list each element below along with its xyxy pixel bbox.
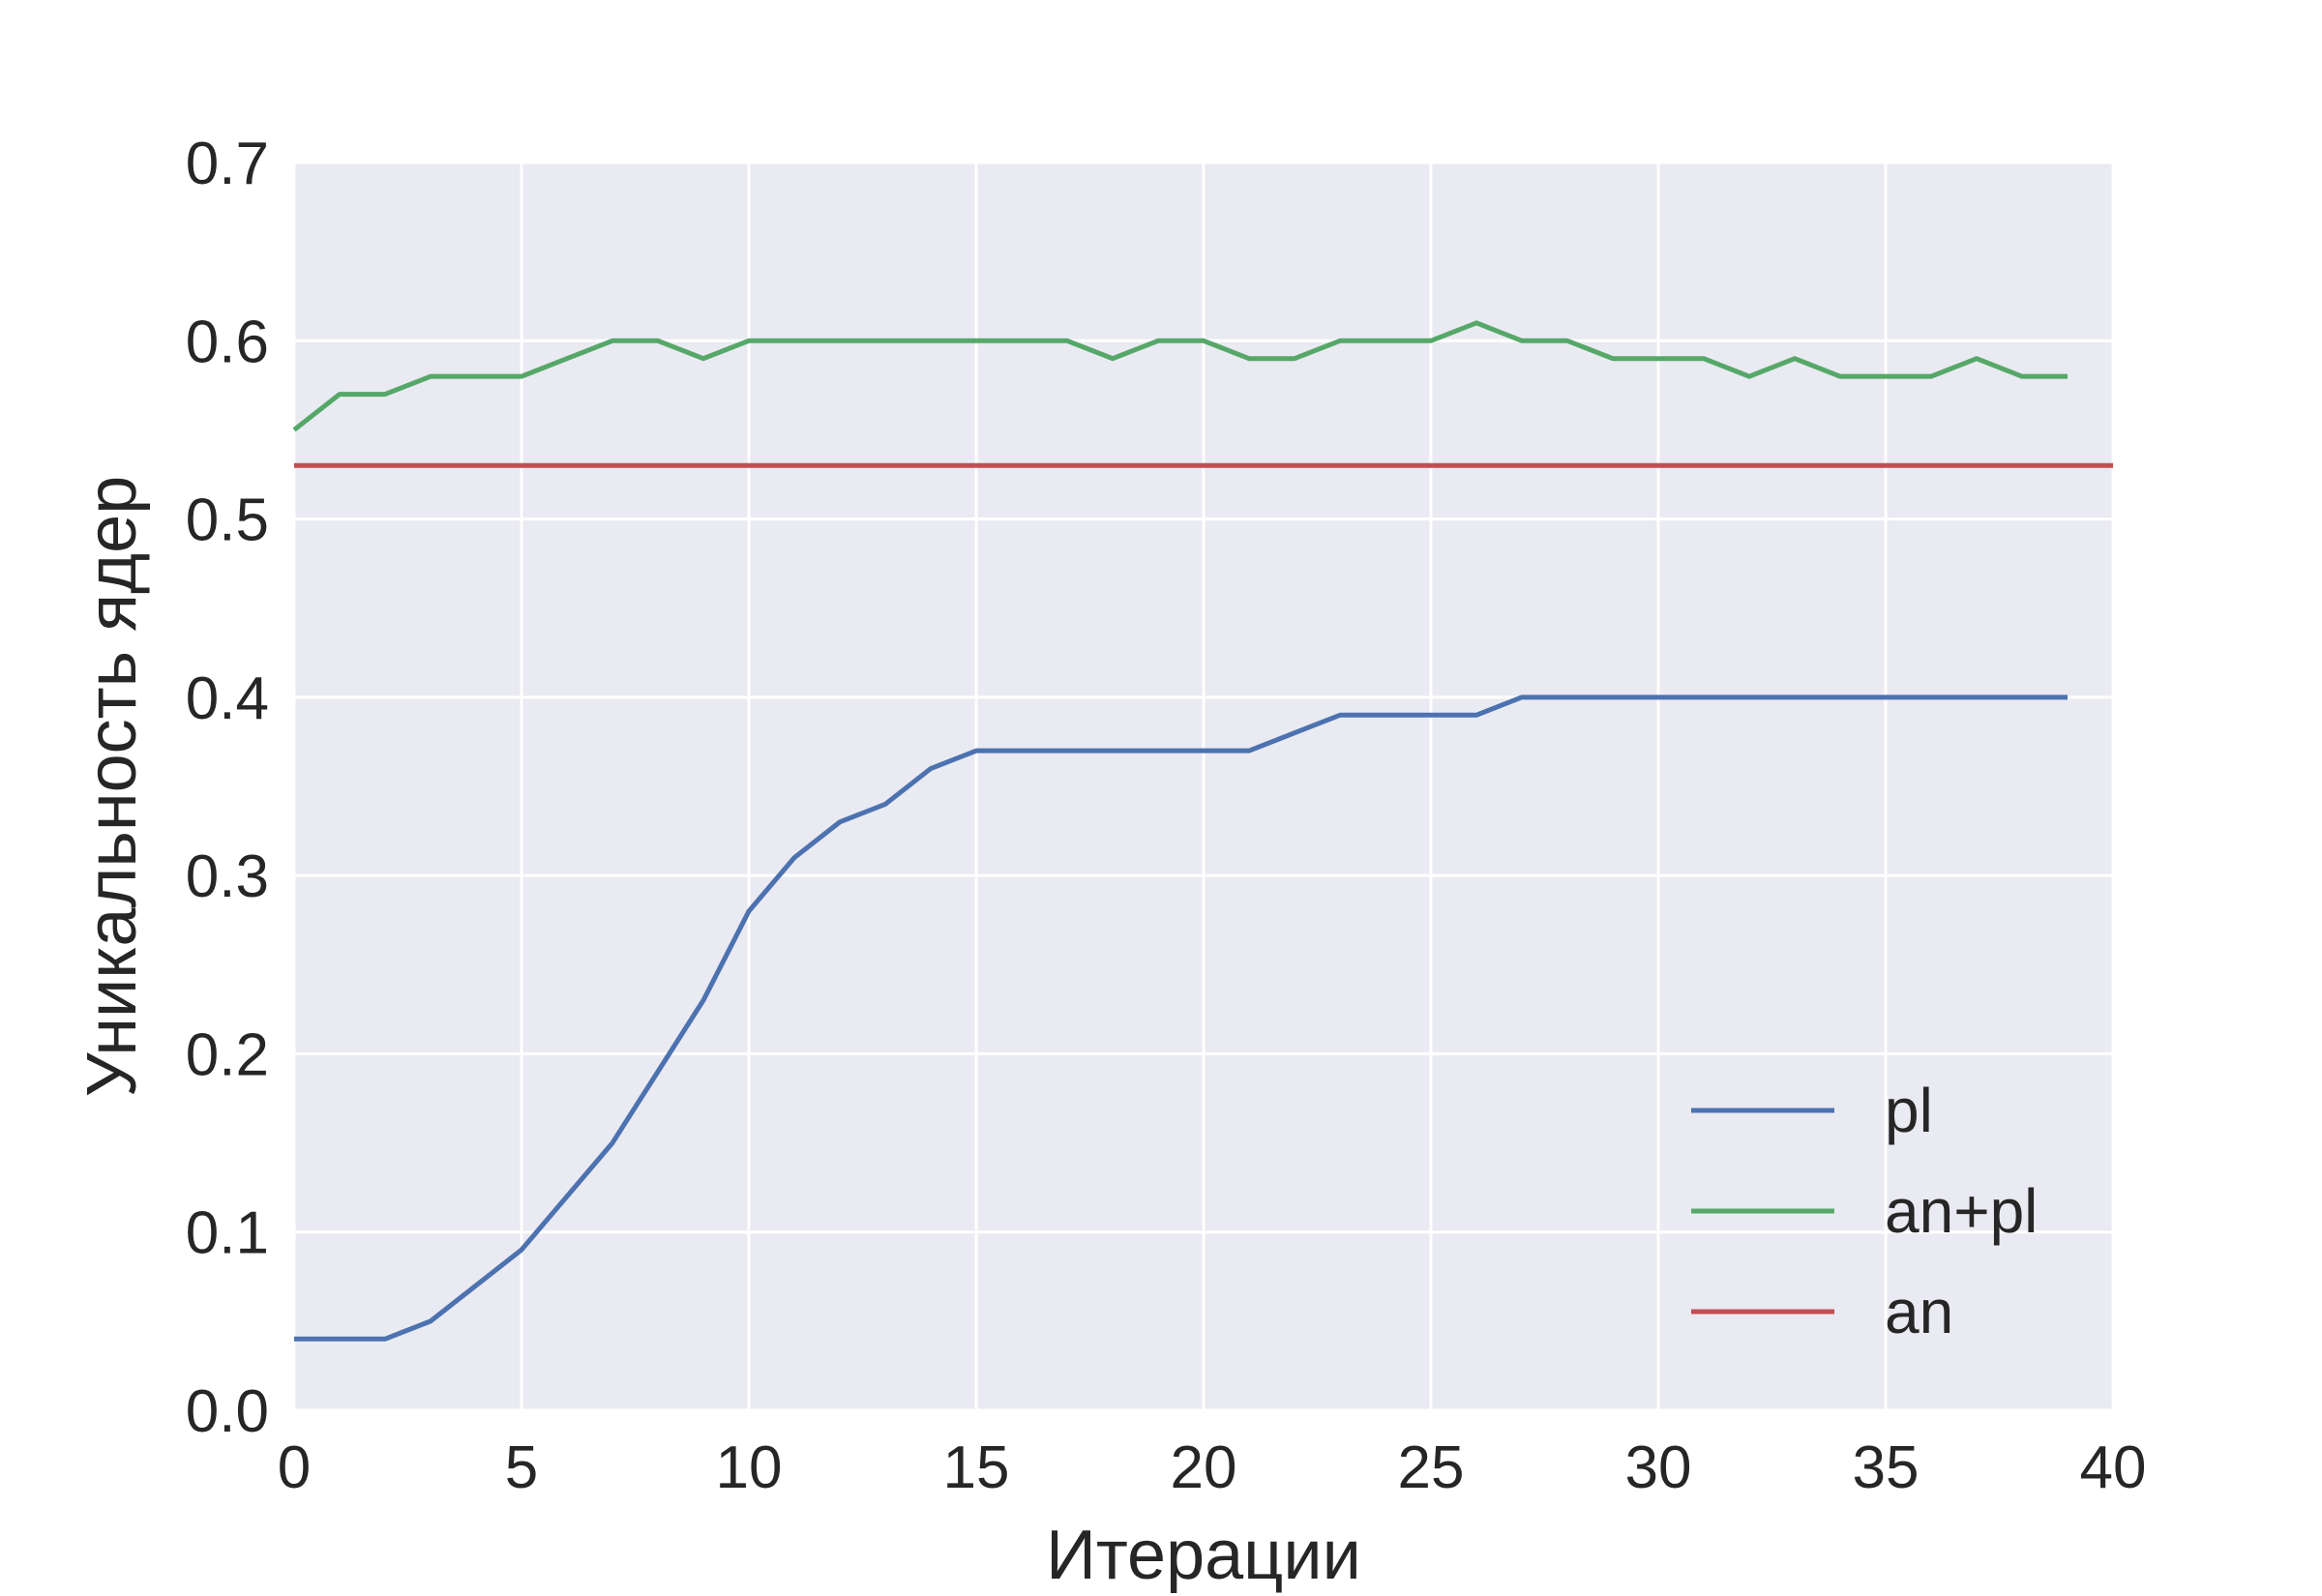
y-tick-labels: 0.0 0.1 0.2 0.3 0.4 0.5 0.6 0.7 xyxy=(186,131,269,1445)
y-tick-label: 0.3 xyxy=(186,843,269,910)
series-lines xyxy=(292,320,2113,1342)
x-tick-label: 25 xyxy=(1398,1434,1465,1501)
y-tick-label: 0.5 xyxy=(186,488,269,554)
x-tick-label: 10 xyxy=(716,1434,783,1501)
x-tick-label: 15 xyxy=(943,1434,1010,1501)
x-tick-label: 20 xyxy=(1171,1434,1237,1501)
x-tick-label: 0 xyxy=(278,1434,311,1501)
x-axis-label: Итерации xyxy=(1046,1517,1361,1594)
series-line-an-pl xyxy=(292,320,2068,432)
y-tick-label: 0.1 xyxy=(186,1200,269,1267)
y-tick-label: 0.2 xyxy=(186,1021,269,1088)
grid xyxy=(292,161,2115,1412)
legend: pl an+pl an xyxy=(1691,1076,2038,1346)
legend-label-pl: pl xyxy=(1885,1076,1933,1145)
y-axis-label: Уникальность ядер xyxy=(74,476,151,1098)
x-tick-label: 40 xyxy=(2080,1434,2147,1501)
x-tick-labels: 0 5 10 15 20 25 30 35 40 xyxy=(278,1434,2147,1501)
legend-label-an-pl: an+pl xyxy=(1885,1176,2038,1246)
x-tick-label: 5 xyxy=(505,1434,538,1501)
y-tick-label: 0.0 xyxy=(186,1378,269,1445)
series-line-pl xyxy=(294,695,2068,1342)
legend-label-an: an xyxy=(1885,1277,1953,1346)
y-tick-label: 0.7 xyxy=(186,131,269,197)
x-tick-label: 30 xyxy=(1625,1434,1692,1501)
y-tick-label: 0.4 xyxy=(186,665,269,732)
y-tick-label: 0.6 xyxy=(186,309,269,375)
x-tick-label: 35 xyxy=(1853,1434,1920,1501)
